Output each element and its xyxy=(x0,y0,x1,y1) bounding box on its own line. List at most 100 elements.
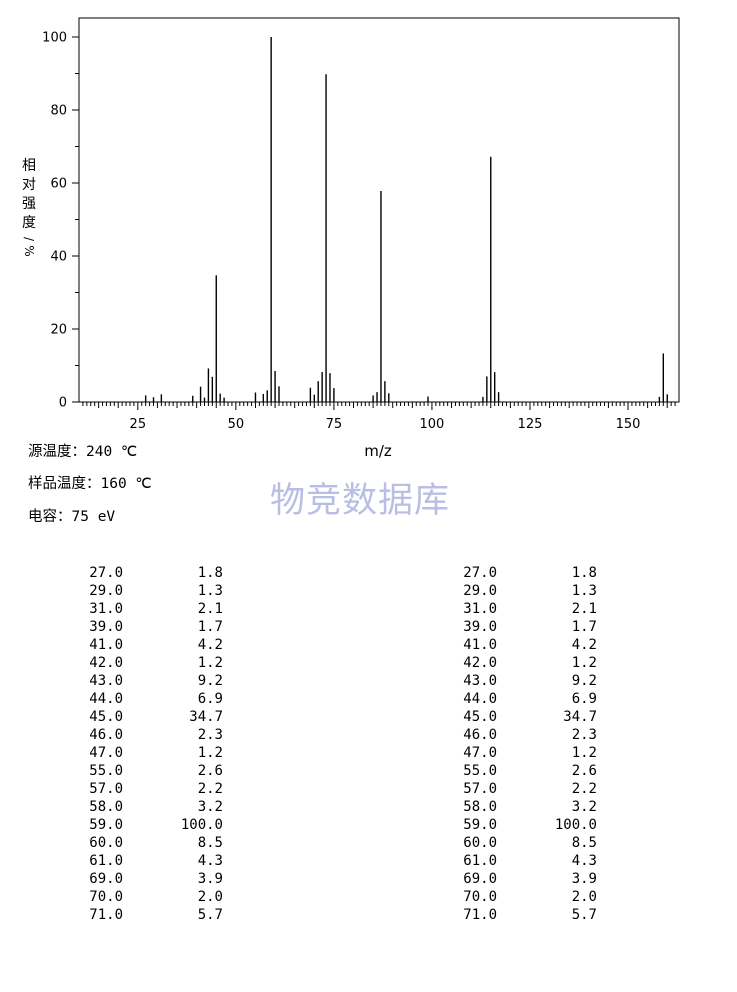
mz-value: 47.0 xyxy=(89,745,123,761)
abundance-value: 2.3 xyxy=(571,727,597,743)
mz-value: 69.0 xyxy=(463,871,497,887)
abundance-value: 8.5 xyxy=(571,835,597,851)
mz-value: 71.0 xyxy=(463,907,497,923)
abundance-value: 2.6 xyxy=(571,763,597,779)
mz-value: 45.0 xyxy=(463,709,497,725)
abundance-value: 34.7 xyxy=(189,709,223,725)
y-tick-label: 60 xyxy=(50,177,67,192)
abundance-value: 2.0 xyxy=(571,889,597,905)
ionization-voltage: 电容：75 eV xyxy=(28,505,115,526)
abundance-value: 100.0 xyxy=(180,817,223,833)
sample-temperature: 样品温度：160 ℃ xyxy=(28,472,152,493)
mz-value: 59.0 xyxy=(463,817,497,833)
mz-value: 57.0 xyxy=(89,781,123,797)
source-temp-value: 240 ℃ xyxy=(86,444,138,460)
mz-value: 29.0 xyxy=(89,583,123,599)
voltage-label: 电容： xyxy=(28,509,72,525)
mz-value: 44.0 xyxy=(89,691,123,707)
mz-value: 47.0 xyxy=(463,745,497,761)
y-tick-label: 80 xyxy=(50,104,67,119)
abundance-value: 2.1 xyxy=(197,601,223,617)
abundance-value: 3.2 xyxy=(197,799,223,815)
mz-value: 55.0 xyxy=(463,763,497,779)
x-axis-label: m/z xyxy=(364,442,392,460)
mz-value: 42.0 xyxy=(89,655,123,671)
mz-value: 71.0 xyxy=(89,907,123,923)
x-tick-label: 100 xyxy=(420,417,445,432)
abundance-value: 2.2 xyxy=(197,781,223,797)
spectrum-peaks xyxy=(144,37,668,402)
x-tick-label: 75 xyxy=(326,417,343,432)
mz-value: 44.0 xyxy=(463,691,497,707)
plot-frame xyxy=(78,17,680,403)
y-axis-label-text: 相对强度 /% xyxy=(20,157,38,257)
mz-value: 39.0 xyxy=(463,619,497,635)
abundance-value: 1.3 xyxy=(571,583,597,599)
mz-value: 58.0 xyxy=(89,799,123,815)
mz-value: 42.0 xyxy=(463,655,497,671)
mz-value: 46.0 xyxy=(89,727,123,743)
abundance-value: 1.3 xyxy=(197,583,223,599)
abundance-value: 1.2 xyxy=(571,745,597,761)
mz-value: 41.0 xyxy=(463,637,497,653)
abundance-value: 1.2 xyxy=(571,655,597,671)
abundance-value: 34.7 xyxy=(563,709,597,725)
mz-value: 41.0 xyxy=(89,637,123,653)
y-tick-label: 100 xyxy=(42,31,67,46)
mz-value: 55.0 xyxy=(89,763,123,779)
abundance-value: 100.0 xyxy=(554,817,597,833)
sample-temp-label: 样品温度： xyxy=(28,476,101,492)
abundance-value: 1.2 xyxy=(197,745,223,761)
abundance-value: 4.3 xyxy=(197,853,223,869)
y-axis-label-char: % xyxy=(22,245,36,257)
mz-value: 27.0 xyxy=(463,565,497,581)
mz-value: 46.0 xyxy=(463,727,497,743)
mz-value: 43.0 xyxy=(89,673,123,689)
abundance-value: 5.7 xyxy=(197,907,223,923)
mz-value: 31.0 xyxy=(89,601,123,617)
abundance-value: 4.2 xyxy=(197,637,223,653)
source-temperature: 源温度：240 ℃ xyxy=(28,440,137,461)
mz-value: 45.0 xyxy=(89,709,123,725)
abundance-value: 2.0 xyxy=(197,889,223,905)
abundance-value: 1.7 xyxy=(197,619,223,635)
mz-value: 31.0 xyxy=(463,601,497,617)
abundance-value: 1.2 xyxy=(197,655,223,671)
x-tick-label: 150 xyxy=(616,417,641,432)
abundance-value: 5.7 xyxy=(571,907,597,923)
abundance-value: 1.7 xyxy=(571,619,597,635)
abundance-value: 9.2 xyxy=(197,673,223,689)
abundance-value: 2.3 xyxy=(197,727,223,743)
abundance-value: 2.2 xyxy=(571,781,597,797)
mz-value: 69.0 xyxy=(89,871,123,887)
abundance-value: 4.3 xyxy=(571,853,597,869)
y-axis-label-char: 相 xyxy=(22,158,36,174)
abundance-value: 1.8 xyxy=(571,565,597,581)
mz-value: 59.0 xyxy=(89,817,123,833)
x-tick-label: 50 xyxy=(228,417,245,432)
y-tick-label: 0 xyxy=(59,396,67,411)
mass-spectrum-chart: 25 50 75 100 125 150 0 20 40 60 80 100 m/z xyxy=(42,17,680,460)
mz-value: 57.0 xyxy=(463,781,497,797)
abundance-value: 6.9 xyxy=(197,691,223,707)
abundance-value: 3.9 xyxy=(197,871,223,887)
mz-value: 27.0 xyxy=(89,565,123,581)
abundance-value: 3.2 xyxy=(571,799,597,815)
abundance-value: 8.5 xyxy=(197,835,223,851)
mz-value: 43.0 xyxy=(463,673,497,689)
y-axis-label-char: 度 xyxy=(22,215,36,231)
abundance-value: 2.6 xyxy=(197,763,223,779)
abundance-value: 3.9 xyxy=(571,871,597,887)
mz-value: 29.0 xyxy=(463,583,497,599)
voltage-value: 75 eV xyxy=(71,509,116,525)
source-temp-label: 源温度： xyxy=(28,444,86,460)
mz-value: 60.0 xyxy=(463,835,497,851)
mz-value: 61.0 xyxy=(89,853,123,869)
abundance-value: 4.2 xyxy=(571,637,597,653)
y-tick-label: 40 xyxy=(50,250,67,265)
abundance-value: 1.8 xyxy=(197,565,223,581)
sample-temp-value: 160 ℃ xyxy=(100,476,152,492)
mz-value: 39.0 xyxy=(89,619,123,635)
mz-value: 60.0 xyxy=(89,835,123,851)
mz-value: 70.0 xyxy=(463,889,497,905)
